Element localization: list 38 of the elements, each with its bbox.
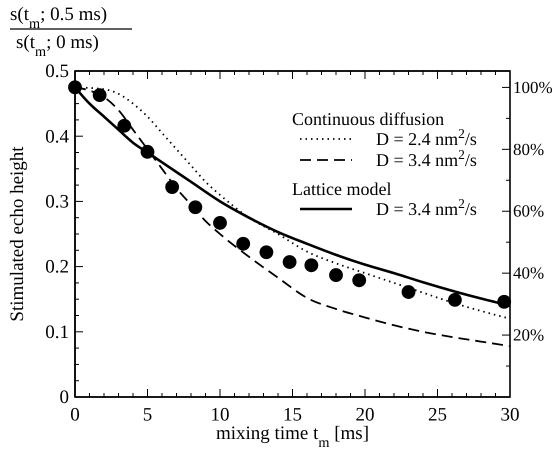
y2-tick-label: 100% (513, 78, 553, 97)
x-tick-label: 10 (210, 404, 230, 426)
point (448, 292, 462, 307)
y2-tick-label: 40% (513, 264, 544, 283)
point (402, 285, 416, 299)
x-tick-label: 30 (500, 404, 520, 426)
point (236, 236, 250, 251)
y-tick-label: 0.1 (45, 322, 69, 343)
point (165, 180, 180, 194)
point (304, 258, 318, 272)
y-tick-label: 0.3 (45, 191, 69, 212)
x-tick-label: 25 (428, 404, 447, 426)
y-tick-label: 0.4 (45, 126, 70, 148)
y-tick-label: 0 (60, 387, 69, 408)
point (259, 245, 274, 260)
chart-subtitle: s(t$_{m}$; 0 ms) (16, 32, 99, 60)
y2-tick-label: 80% (513, 140, 544, 159)
point (68, 80, 82, 94)
point (92, 88, 107, 102)
chart-title: s(t$_{m}$; 0.5 ms) (10, 4, 108, 32)
point (497, 294, 512, 309)
x-axis-title: mixing time t$_{m}$ [ms] (216, 423, 370, 451)
y2-tick-label: 20% (513, 326, 544, 345)
y-tick-label: 0.2 (45, 256, 69, 278)
point (117, 118, 132, 133)
point (213, 216, 227, 230)
point (140, 144, 154, 159)
x-tick-label: 15 (283, 404, 302, 426)
point (188, 200, 202, 214)
y2-tick-label: 60% (513, 202, 544, 221)
y-axis-title: Stimulated echo height (7, 146, 28, 322)
point (352, 273, 366, 288)
point (329, 268, 343, 282)
x-tick-label: 5 (142, 404, 152, 426)
point (282, 255, 297, 269)
legend-label: D = 3.4 nm$^{2}$/s (376, 146, 477, 170)
x-tick-label: 20 (356, 404, 374, 426)
y-tick-label: 0.5 (45, 61, 69, 82)
